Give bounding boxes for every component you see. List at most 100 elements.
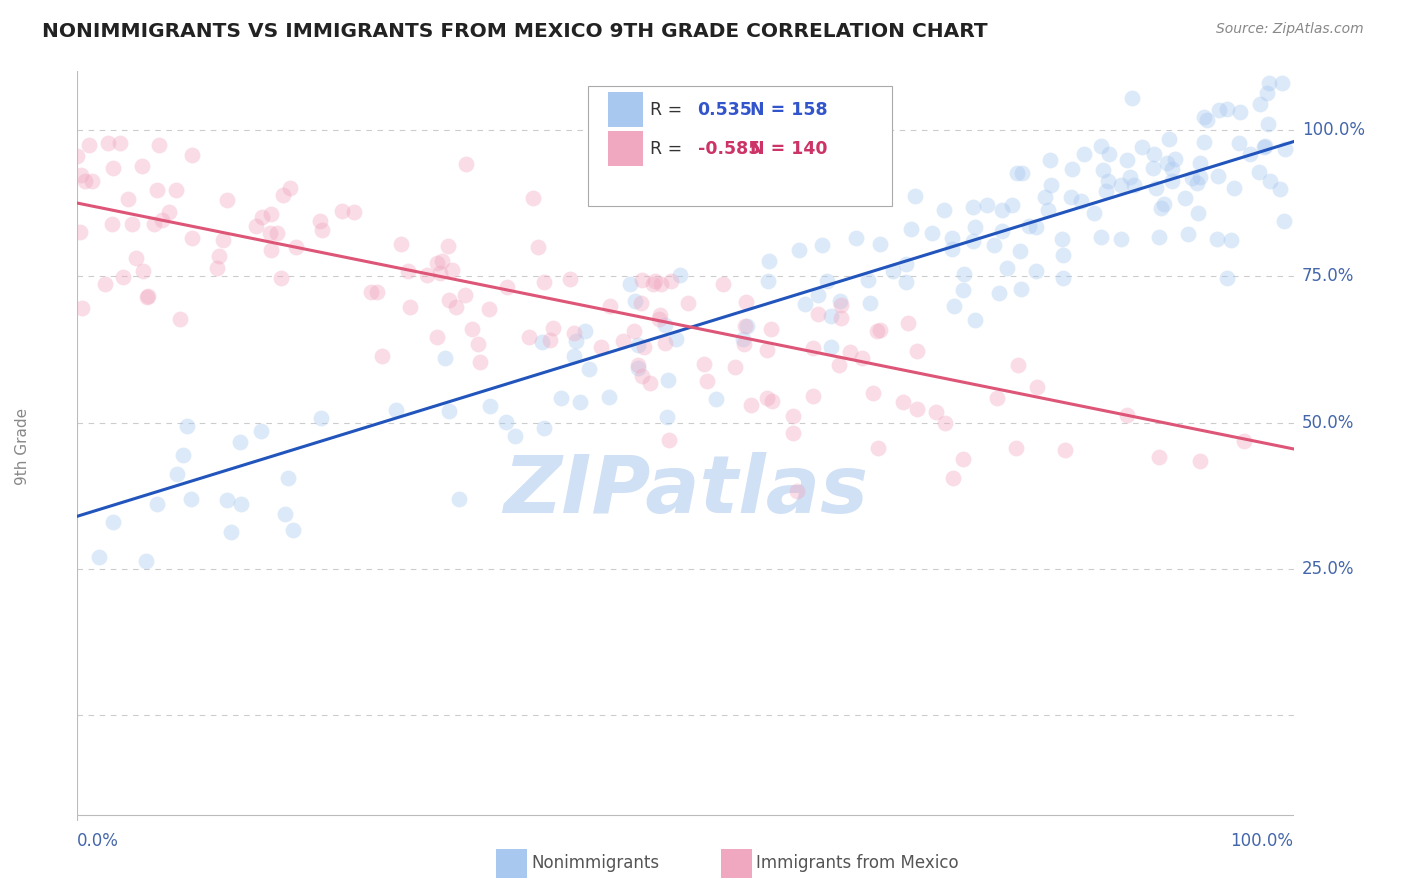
Point [657, 373, 679, 387]
Text: 100.0%: 100.0% [1230, 831, 1294, 850]
Point [176, 419, 198, 434]
Point [136, 290, 159, 304]
Point [995, 260, 1018, 275]
Point [782, 409, 804, 423]
Point [259, 226, 281, 240]
Point [856, 273, 879, 287]
Point [1070, 194, 1092, 209]
Point [1097, 173, 1119, 187]
Point [429, 267, 451, 281]
Point [638, 376, 661, 390]
Point [1109, 231, 1132, 245]
Point [1083, 206, 1105, 220]
Point [426, 256, 449, 270]
Point [759, 322, 782, 336]
Point [1216, 271, 1239, 285]
Text: Source: ZipAtlas.com: Source: ZipAtlas.com [1216, 22, 1364, 37]
Point [311, 223, 333, 237]
Point [1249, 97, 1271, 112]
Point [309, 214, 332, 228]
Point [121, 218, 143, 232]
Point [260, 243, 283, 257]
Point [117, 192, 139, 206]
Point [180, 231, 202, 245]
Point [1159, 132, 1181, 146]
Point [731, 332, 754, 346]
Point [696, 374, 718, 388]
Point [820, 340, 842, 354]
Point [866, 441, 889, 455]
Point [446, 301, 468, 315]
Point [756, 343, 779, 358]
Point [627, 338, 650, 352]
Point [96, 136, 118, 150]
Point [1025, 219, 1047, 234]
Point [219, 525, 242, 540]
Point [441, 263, 464, 277]
Point [437, 293, 460, 308]
Point [1161, 162, 1184, 177]
Point [941, 231, 963, 245]
Point [1073, 147, 1095, 161]
Text: N = 140: N = 140 [749, 139, 827, 158]
Point [274, 508, 297, 522]
Point [1233, 434, 1256, 448]
Point [110, 136, 132, 150]
Text: 50.0%: 50.0% [1302, 414, 1354, 432]
Text: R =: R = [650, 101, 688, 119]
Point [654, 336, 676, 351]
Point [830, 310, 852, 325]
Point [101, 217, 124, 231]
Point [1164, 152, 1187, 166]
Point [538, 334, 561, 348]
Point [756, 274, 779, 288]
Point [1274, 142, 1296, 156]
Point [641, 277, 664, 291]
Point [366, 285, 388, 299]
Point [897, 316, 920, 330]
Point [807, 288, 830, 302]
Point [631, 368, 654, 383]
Point [733, 337, 755, 351]
Point [1208, 103, 1230, 118]
Point [761, 393, 783, 408]
Point [277, 471, 299, 485]
Point [478, 400, 501, 414]
Point [965, 313, 987, 327]
Point [734, 318, 756, 333]
Point [869, 236, 891, 251]
Point [562, 326, 585, 341]
Point [976, 198, 998, 212]
Point [132, 264, 155, 278]
Text: ZIPatlas: ZIPatlas [503, 452, 868, 530]
Point [447, 492, 470, 507]
Point [1060, 162, 1083, 177]
Point [249, 425, 271, 439]
Point [70, 301, 93, 316]
Point [1258, 174, 1281, 188]
Point [1239, 146, 1261, 161]
Point [676, 295, 699, 310]
Point [991, 202, 1014, 217]
Point [169, 311, 191, 326]
Point [862, 385, 884, 400]
Point [1192, 136, 1215, 150]
Text: 75.0%: 75.0% [1302, 268, 1354, 285]
Point [259, 207, 281, 221]
Point [1090, 139, 1112, 153]
Point [278, 180, 301, 194]
Point [1254, 139, 1277, 153]
Point [1189, 454, 1212, 468]
Point [900, 222, 922, 236]
Point [1150, 201, 1173, 215]
Point [801, 389, 824, 403]
Point [503, 429, 526, 443]
Point [1001, 198, 1024, 212]
Point [384, 403, 406, 417]
Point [1121, 91, 1143, 105]
Point [941, 242, 963, 256]
Point [495, 415, 517, 429]
Point [533, 421, 555, 435]
Point [1144, 180, 1167, 194]
Text: 0.0%: 0.0% [77, 831, 120, 850]
